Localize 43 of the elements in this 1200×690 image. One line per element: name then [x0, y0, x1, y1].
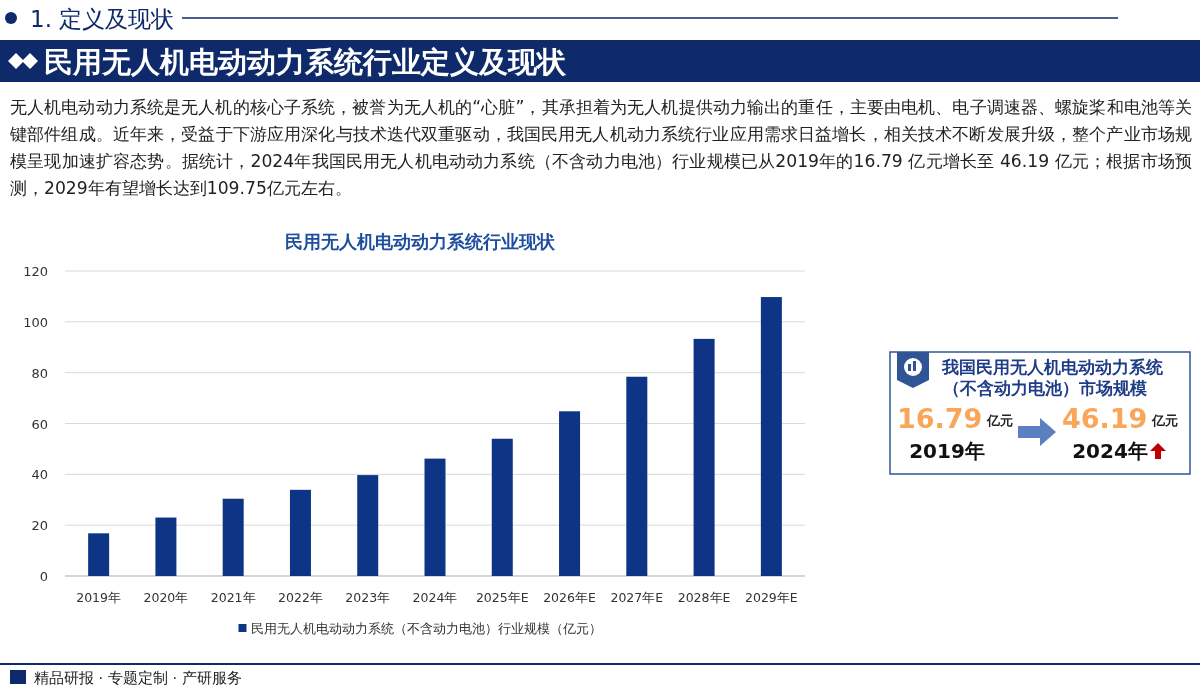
y-tick-label: 100 — [23, 314, 48, 330]
bar — [88, 533, 110, 576]
y-tick-label: 60 — [31, 416, 48, 432]
text: （不含动力电池）市场规模 — [943, 378, 1147, 398]
bar — [491, 438, 513, 576]
text: 2024年 — [1072, 439, 1148, 463]
text: 亿元 — [1151, 413, 1179, 428]
bar — [559, 411, 581, 576]
x-tick-label: 2029年E — [745, 590, 798, 605]
bar — [289, 489, 311, 576]
text: 16.79 — [897, 403, 983, 434]
text: 民用无人机电动动力系统行业定义及现状 — [44, 45, 567, 79]
x-tick-label: 2021年 — [210, 590, 256, 605]
bar — [626, 376, 648, 576]
bar — [222, 498, 244, 576]
x-tick-label: 2027年E — [610, 590, 664, 605]
x-tick-label: 2026年E — [543, 590, 596, 605]
text: 无人机电动动力系统是无人机的核心子系统，被誉为无人机的“心脏”，其承担着为无人机提供动力输出的重任，主要由电机、电子调速器、螺旋桨和电池等关键部件组成。近年来，受益于下游应用深化与技术迭代双重驱动，我国民用无人机动力系统行业应用需求日益增长，相关技术不断发展升级，整个产业市场规模呈现加速扩容态势。据统计，2024年我国民用无人机电动动力系统（不含动力电池）行业规模已从2019年的16.79 亿元增长至 46.19 亿元；根据市场预测，2029年有望增长达到109.75亿元左右。 — [10, 96, 1192, 200]
bar — [760, 297, 782, 576]
text: 1. 定义及现状 — [30, 6, 175, 32]
bar — [357, 475, 379, 576]
text: 2019年 — [909, 439, 985, 463]
bar — [424, 458, 446, 576]
legend-label: 民用无人机电动动力系统（不含动力电池）行业规模（亿元） — [250, 621, 602, 636]
bar — [693, 338, 715, 576]
y-tick-label: 20 — [31, 518, 48, 534]
x-tick-label: 2022年 — [278, 590, 323, 605]
x-tick-label: 2020年 — [143, 590, 189, 605]
text: 46.19 — [1062, 403, 1148, 434]
chart-title: 民用无人机电动动力系统行业现状 — [285, 231, 556, 252]
y-tick-label: 80 — [31, 365, 48, 381]
text: 亿元 — [986, 413, 1014, 428]
bar — [155, 517, 177, 576]
y-tick-label: 40 — [31, 467, 48, 483]
x-tick-label: 2023年 — [345, 590, 391, 605]
x-tick-label: 2019年 — [76, 590, 122, 605]
x-tick-label: 2028年E — [677, 590, 731, 605]
x-tick-label: 2024年 — [412, 590, 458, 605]
x-tick-label: 2025年E — [475, 590, 529, 605]
y-tick-label: 120 — [23, 264, 48, 279]
y-tick-label: 0 — [39, 569, 48, 584]
text: 精品研报 · 专题定制 · 产研服务 — [34, 670, 242, 686]
text: 我国民用无人机电动动力系统 — [940, 357, 1164, 377]
